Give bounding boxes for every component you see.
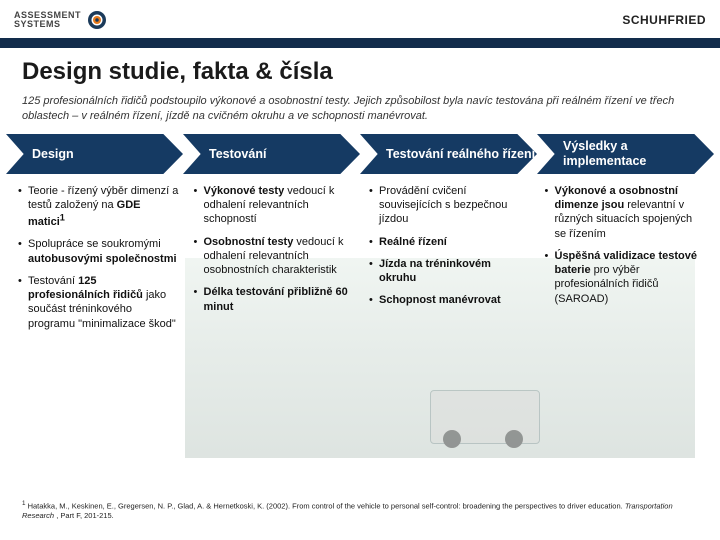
logo-left-text: ASSESSMENT SYSTEMS <box>14 11 81 30</box>
col-results: Výkonové a osobnostní dimenze jsou relev… <box>541 184 707 339</box>
columns: Teorie - řízený výběr dimenzí a testů za… <box>0 182 720 339</box>
intro-paragraph: 125 profesionálních řidičů podstoupilo v… <box>0 90 720 134</box>
footnote-marker: 1 <box>22 500 25 507</box>
list-item: Provádění cvičení souvisejících s bezpeč… <box>369 184 531 227</box>
list-item: Jízda na tréninkovém okruhu <box>369 257 531 286</box>
chevron-results: Výsledky a implementace <box>537 134 714 174</box>
chevron-real-driving: Testování reálného řízení <box>360 134 537 174</box>
logo-assessment-systems: ASSESSMENT SYSTEMS <box>14 10 107 30</box>
chevron-testing: Testování <box>183 134 360 174</box>
list-item: Výkonové a osobnostní dimenze jsou relev… <box>545 184 707 241</box>
bus-icon <box>430 390 540 444</box>
list-item: Délka testování přibližně 60 minut <box>194 285 356 314</box>
logo-schuhfried: SCHUHFRIED <box>622 13 706 27</box>
list-item: Teorie - řízený výběr dimenzí a testů za… <box>18 184 180 230</box>
chevron-label: Testování <box>209 147 266 161</box>
list-item: Schopnost manévrovat <box>369 293 531 307</box>
header-divider <box>0 38 720 48</box>
footnote-text: Hatakka, M., Keskinen, E., Gregersen, N.… <box>28 501 625 510</box>
chevron-label: Testování reálného řízení <box>386 147 535 161</box>
header-bar: ASSESSMENT SYSTEMS SCHUHFRIED <box>0 0 720 38</box>
col-testing: Výkonové testy vedoucí k odhalení releva… <box>190 184 356 339</box>
chevron-design: Design <box>6 134 183 174</box>
process-chevrons: Design Testování Testování reálného říze… <box>0 134 720 182</box>
col-design: Teorie - řízený výběr dimenzí a testů za… <box>14 184 180 339</box>
list-item: Úspěšná validizace testové baterie pro v… <box>545 249 707 306</box>
chevron-label: Výsledky a implementace <box>563 139 714 168</box>
list-item: Spolupráce se soukromými autobusovými sp… <box>18 237 180 266</box>
footnote-tail: , Part F, 201-215. <box>56 511 114 520</box>
list-item: Výkonové testy vedoucí k odhalení releva… <box>194 184 356 227</box>
list-item: Testování 125 profesionálních řidičů jak… <box>18 274 180 331</box>
list-item: Osobnostní testy vedoucí k odhalení rele… <box>194 235 356 278</box>
bullseye-icon <box>87 10 107 30</box>
list-item: Reálné řízení <box>369 235 531 249</box>
logo-left-line2: SYSTEMS <box>14 20 81 29</box>
col-real-driving: Provádění cvičení souvisejících s bezpeč… <box>365 184 531 339</box>
footnote: 1 Hatakka, M., Keskinen, E., Gregersen, … <box>0 488 720 520</box>
chevron-label: Design <box>32 147 74 161</box>
page-title: Design studie, fakta & čísla <box>0 48 720 90</box>
